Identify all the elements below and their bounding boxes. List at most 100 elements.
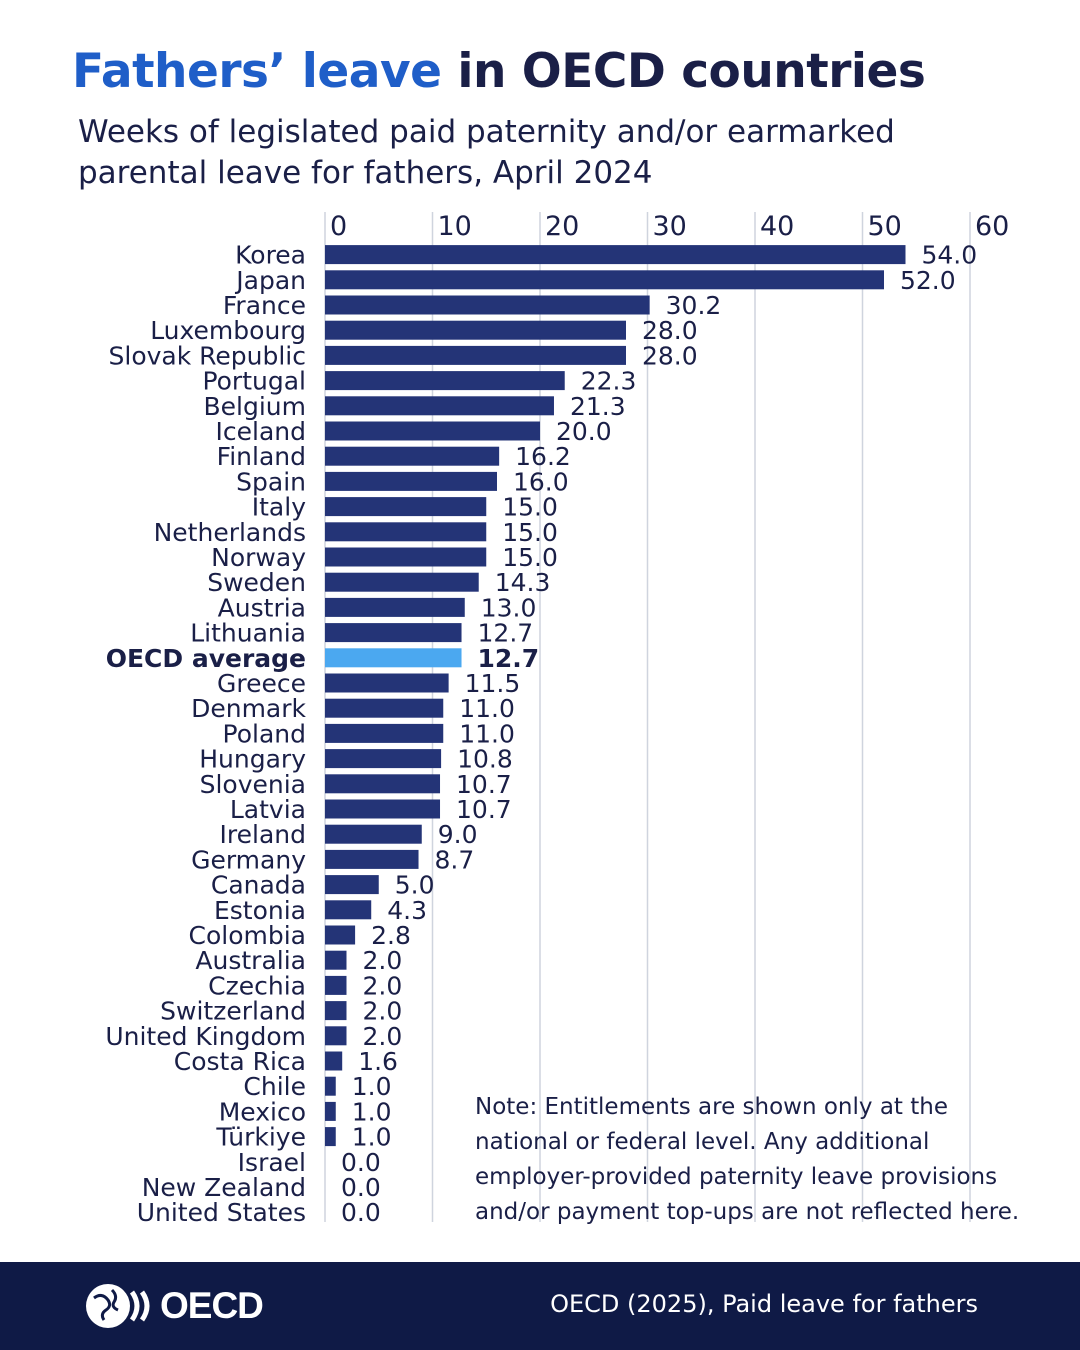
- data-label: 13.0: [481, 593, 537, 622]
- bar: [325, 799, 441, 819]
- category-label: Canada: [211, 871, 306, 900]
- category-label: Germany: [191, 845, 306, 874]
- category-label: Slovenia: [200, 770, 306, 799]
- data-label: 10.7: [456, 770, 512, 799]
- data-label: 10.8: [457, 745, 513, 774]
- category-label: Ireland: [220, 820, 306, 849]
- bar: [325, 1051, 343, 1071]
- data-label: 2.0: [363, 1022, 403, 1051]
- bar: [325, 421, 540, 441]
- bar: [325, 396, 554, 416]
- data-label: 15.0: [502, 493, 558, 522]
- bar: [325, 345, 626, 365]
- oecd-globe-icon: [86, 1284, 150, 1328]
- category-label: Iceland: [216, 417, 306, 446]
- x-tick-label: 60: [975, 211, 1009, 242]
- data-label: 16.0: [513, 467, 569, 496]
- bar: [325, 925, 356, 945]
- bar: [325, 875, 379, 895]
- bar: [325, 245, 906, 265]
- bar: [325, 824, 422, 844]
- bar: [325, 1076, 336, 1096]
- bar: [325, 1026, 347, 1046]
- bar: [325, 471, 497, 491]
- bar: [325, 975, 347, 995]
- footer: OECD OECD (2025), Paid leave for fathers: [0, 1262, 1080, 1350]
- x-tick-label: 20: [545, 211, 579, 242]
- bar: [325, 320, 626, 340]
- data-label: 12.7: [478, 619, 534, 648]
- data-label: 1.6: [358, 1047, 398, 1076]
- category-label: Lithuania: [190, 619, 306, 648]
- category-label: Colombia: [189, 921, 306, 950]
- bar: [325, 522, 487, 542]
- bar: [325, 623, 462, 643]
- bar: [325, 446, 500, 466]
- category-label: Switzerland: [160, 997, 306, 1026]
- data-label: 20.0: [556, 417, 612, 446]
- data-label: 0.0: [341, 1173, 381, 1202]
- category-label: Portugal: [202, 367, 306, 396]
- bar: [325, 849, 419, 869]
- data-label: 15.0: [502, 518, 558, 547]
- data-label: 16.2: [515, 442, 571, 471]
- category-label: Norway: [211, 543, 306, 572]
- page-title: Fathers’ leave in OECD countries: [72, 44, 926, 99]
- category-label: Latvia: [230, 795, 306, 824]
- chart-subtitle: Weeks of legislated paid paternity and/o…: [78, 114, 895, 191]
- category-label: Japan: [234, 266, 306, 295]
- bar-chart: 0 10 20 30 40 50 60 Korea 54.0 Japan 52.0 France 30.…: [105, 211, 1009, 1227]
- category-label: Greece: [217, 669, 306, 698]
- data-label: 11.5: [465, 669, 521, 698]
- category-label: Chile: [243, 1072, 306, 1101]
- category-label: Costa Rica: [174, 1047, 306, 1076]
- bar: [325, 597, 465, 617]
- x-tick-label: 0: [330, 211, 347, 242]
- category-label: Australia: [195, 946, 306, 975]
- category-label: Austria: [218, 593, 306, 622]
- data-label: 2.0: [363, 997, 403, 1026]
- bar: [325, 774, 441, 794]
- data-label: 14.3: [495, 568, 551, 597]
- category-label: Slovak Republic: [109, 341, 307, 370]
- data-label: 52.0: [900, 266, 956, 295]
- category-label: Hungary: [199, 745, 306, 774]
- category-label: Belgium: [204, 392, 307, 421]
- title-accent: Fathers’ leave: [72, 44, 442, 99]
- category-label: Poland: [223, 719, 306, 748]
- data-label: 2.0: [363, 946, 403, 975]
- oecd-logo-text: OECD: [160, 1285, 264, 1326]
- title-rest: in OECD countries: [441, 44, 926, 99]
- category-label: Korea: [235, 241, 306, 270]
- bar: [325, 723, 444, 743]
- data-label: 0.0: [341, 1148, 381, 1177]
- bar: [325, 371, 565, 391]
- category-label: New Zealand: [142, 1173, 306, 1202]
- data-label: 5.0: [395, 871, 435, 900]
- bar: [325, 950, 347, 970]
- category-label: Finland: [217, 442, 306, 471]
- oecd-logo[interactable]: OECD: [84, 1282, 264, 1330]
- data-label: 1.0: [352, 1097, 392, 1126]
- category-label: Czechia: [208, 971, 306, 1000]
- bar: [325, 673, 449, 693]
- category-label: France: [223, 291, 306, 320]
- category-label: Sweden: [207, 568, 306, 597]
- category-label: OECD average: [106, 644, 306, 673]
- bar: [325, 900, 372, 920]
- bar: [325, 270, 884, 290]
- category-label: Denmark: [191, 694, 306, 723]
- data-label: 11.0: [459, 694, 515, 723]
- data-label: 28.0: [642, 341, 698, 370]
- data-label: 1.0: [352, 1072, 392, 1101]
- data-label: 8.7: [435, 845, 475, 874]
- x-tick-label: 50: [868, 211, 902, 242]
- x-tick-label: 30: [653, 211, 687, 242]
- bar: [325, 572, 479, 592]
- chart-note: Note: Entitlements are shown only at the…: [475, 1094, 1020, 1225]
- category-label: United Kingdom: [105, 1022, 306, 1051]
- data-label: 28.0: [642, 316, 698, 345]
- bar: [325, 547, 487, 567]
- category-label: Italy: [252, 493, 306, 522]
- data-label: 1.0: [352, 1123, 392, 1152]
